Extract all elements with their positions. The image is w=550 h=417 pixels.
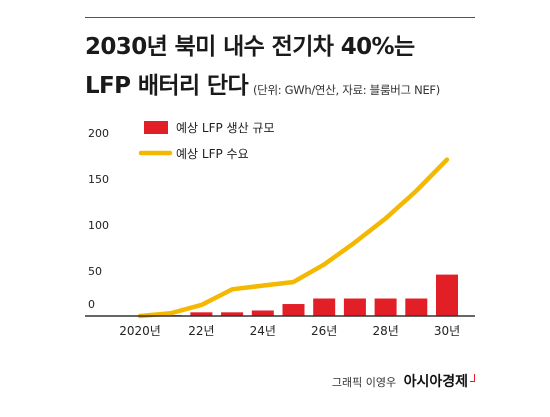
- graphic-credit: 그래픽 이영우 아시아경제: [332, 371, 475, 391]
- publisher-logo-mark-icon: [470, 374, 475, 382]
- chart-subtitle: (단위: GWh/연산, 자료: 블룸버그 NEF): [253, 83, 440, 97]
- y-tick-label: 200: [88, 127, 109, 140]
- x-tick-label: 22년: [188, 324, 214, 338]
- chart-title-line2: LFP 배터리 단다: [85, 73, 249, 99]
- x-tick-label: 24년: [250, 324, 276, 338]
- publisher-logo: 아시아경제: [403, 374, 468, 390]
- y-tick-label: 0: [88, 298, 95, 311]
- credit-text: 그래픽 이영우: [331, 376, 397, 389]
- x-tick-label: 28년: [372, 324, 398, 338]
- chart-title-line1: 2030년 북미 내수 전기차 40%는: [85, 34, 415, 60]
- legend-swatch-bar: [144, 121, 168, 134]
- x-tick-label: 26년: [311, 324, 337, 338]
- bar: [343, 298, 366, 316]
- bar: [405, 298, 428, 316]
- bar: [374, 298, 397, 316]
- series-line: [137, 157, 450, 319]
- legend-label-bar: 예상 LFP 생산 규모: [176, 121, 275, 135]
- x-tick-label: 30년: [434, 324, 460, 338]
- x-tick-label: 2020년: [119, 324, 161, 338]
- bar: [221, 312, 244, 316]
- title-top-rule: [85, 17, 475, 18]
- bar: [313, 298, 336, 316]
- y-tick-label: 100: [88, 219, 109, 232]
- bar: [282, 304, 305, 316]
- bar: [251, 310, 274, 316]
- bar: [436, 274, 458, 316]
- legend-label-line: 예상 LFP 수요: [176, 147, 249, 161]
- bar: [190, 312, 213, 316]
- y-tick-label: 150: [88, 173, 109, 186]
- y-tick-label: 50: [88, 265, 102, 278]
